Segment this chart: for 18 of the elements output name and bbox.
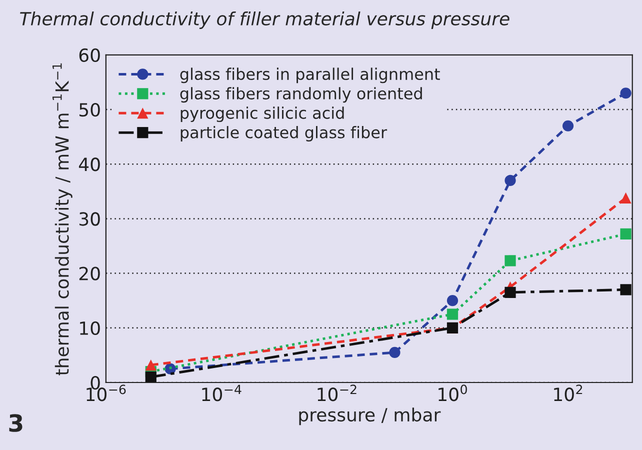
y-tick-label: 60 xyxy=(79,48,100,62)
text: 3 xyxy=(9,414,22,432)
legend-label: glass fibers randomly oriented xyxy=(180,87,422,103)
legend-label: particle coated glass fiber xyxy=(180,126,388,142)
y-tick-label: 50 xyxy=(79,102,100,117)
y-tick-label: 30 xyxy=(79,212,100,226)
chart-title: Thermal conductivity of filler material versus pressure xyxy=(20,12,510,29)
legend-label: glass fibers in parallel alignment xyxy=(180,68,440,84)
y-tick-label: 10 xyxy=(80,321,100,336)
x-tick-label: 10$^{2}$ xyxy=(554,384,582,402)
x-tick-label: 10$^{−2}$ xyxy=(318,384,356,402)
y-tick-label: 20 xyxy=(79,266,100,280)
x-tick-label: 10$^{−4}$ xyxy=(202,384,242,402)
x-axis-title: pressure / mbar xyxy=(299,408,441,426)
y-tick-label: 40 xyxy=(78,158,100,172)
y-axis-title: thermal conductivity / mW m$^{−1}$K$^{−1}$ xyxy=(52,63,72,376)
x-tick-label: 10$^{0}$ xyxy=(438,384,467,402)
legend-label: pyrogenic silicic acid xyxy=(180,106,344,122)
